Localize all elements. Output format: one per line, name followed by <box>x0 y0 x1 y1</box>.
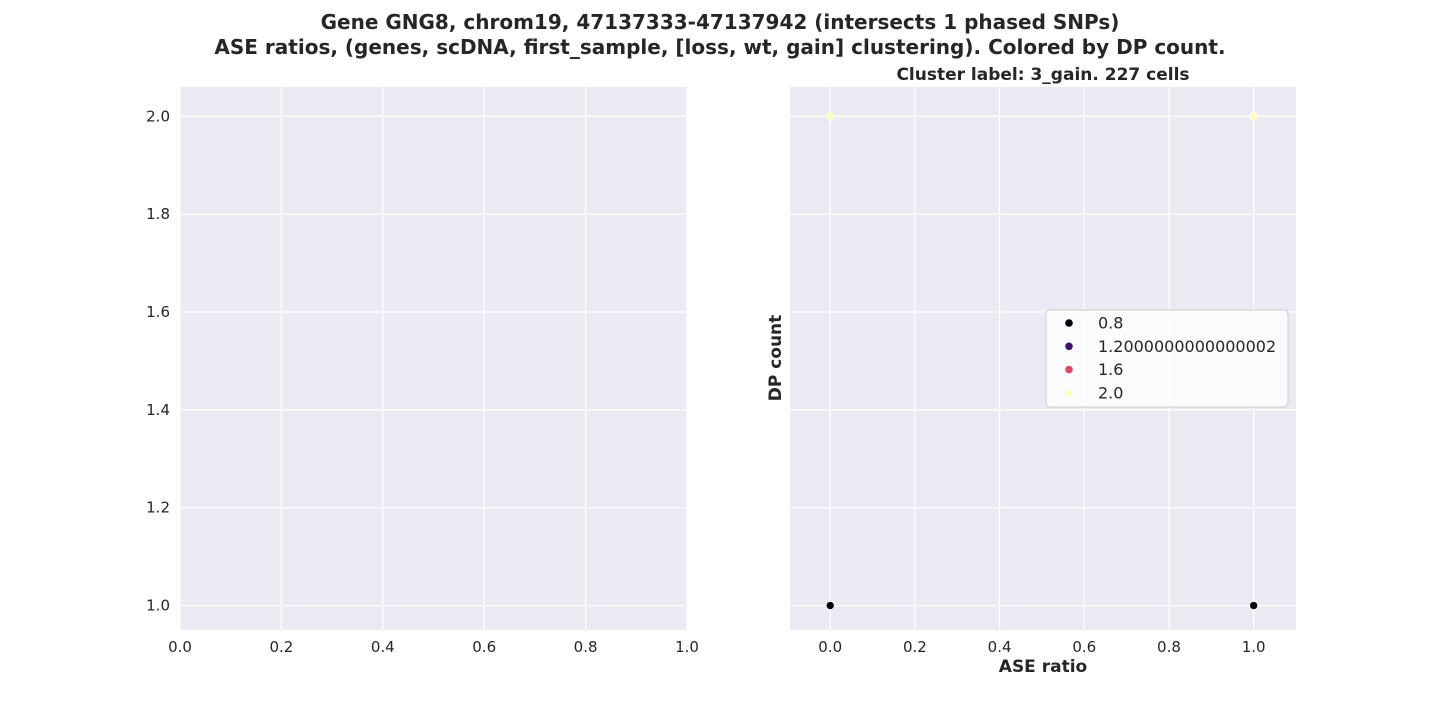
legend-label: 1.6 <box>1098 360 1123 379</box>
right-plot-title: Cluster label: 3_gain. 227 cells <box>896 65 1189 85</box>
left-y-tick-label: 1.8 <box>146 205 170 223</box>
data-point <box>1249 601 1258 610</box>
legend-label: 1.2000000000000002 <box>1098 337 1276 356</box>
left-plot-area <box>180 87 687 630</box>
legend-label: 0.8 <box>1098 314 1123 333</box>
left-x-tick-label: 1.0 <box>675 638 699 656</box>
legend-label: 2.0 <box>1098 383 1123 402</box>
legend-marker <box>1065 389 1073 397</box>
right-x-tick-label: 0.2 <box>903 638 927 656</box>
right-x-tick-label: 0.8 <box>1157 638 1181 656</box>
data-point <box>825 112 835 121</box>
right-x-tick-label: 0.4 <box>988 638 1012 656</box>
figure-title-line2: ASE ratios, (genes, scDNA, first_sample,… <box>214 35 1225 59</box>
figure-title-line1: Gene GNG8, chrom19, 47137333-47137942 (i… <box>321 10 1120 34</box>
right-x-tick-label: 1.0 <box>1242 638 1266 656</box>
right-x-tick-label: 0.0 <box>818 638 842 656</box>
left-y-tick-label: 2.0 <box>146 107 170 125</box>
left-x-tick-label: 0.4 <box>371 638 395 656</box>
y-axis-label: DP count <box>766 315 786 402</box>
left-y-tick-label: 1.2 <box>146 499 170 517</box>
legend-marker <box>1065 365 1073 374</box>
left-y-tick-label: 1.0 <box>146 597 170 615</box>
legend-marker <box>1065 342 1073 351</box>
left-x-tick-label: 0.0 <box>168 638 192 656</box>
x-axis-label: ASE ratio <box>999 657 1087 677</box>
left-x-tick-label: 0.6 <box>472 638 496 656</box>
legend-background <box>1045 309 1289 408</box>
data-point <box>825 601 835 610</box>
left-x-tick-label: 0.2 <box>269 638 293 656</box>
data-point <box>1249 112 1258 121</box>
legend: 0.8 1.2000000000000002 1.6 2.0 <box>1045 309 1289 408</box>
left-y-tick-label: 1.6 <box>146 303 170 321</box>
right-x-tick-label: 0.6 <box>1072 638 1096 656</box>
left-plot: 0.0 0.2 0.4 0.6 0.8 1.0 1.0 1.2 1.4 1.6 1.8 2.0 <box>146 87 699 656</box>
left-x-tick-label: 0.8 <box>574 638 598 656</box>
legend-marker <box>1065 319 1073 327</box>
left-y-tick-label: 1.4 <box>146 401 170 419</box>
